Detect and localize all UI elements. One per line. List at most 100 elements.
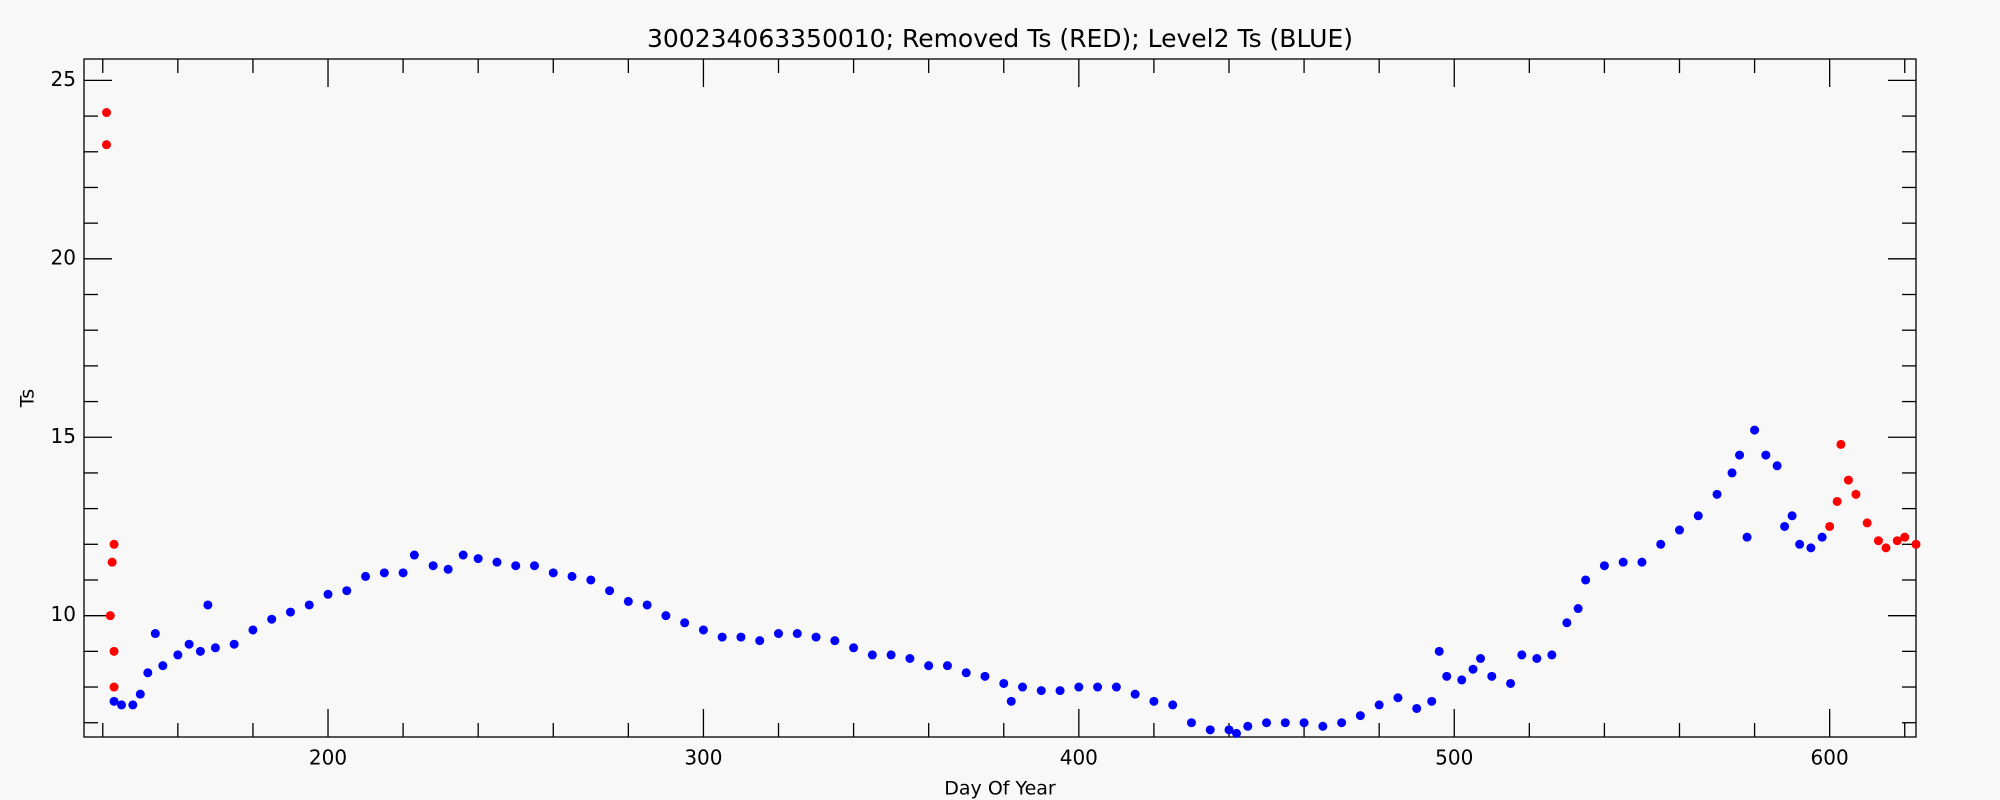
data-point — [661, 611, 671, 621]
data-point — [304, 600, 314, 610]
data-point — [117, 700, 127, 710]
data-point — [1573, 604, 1583, 614]
data-point — [1517, 650, 1527, 660]
data-point — [195, 646, 205, 656]
data-point — [1299, 718, 1309, 728]
data-point — [361, 571, 371, 581]
data-point — [1262, 718, 1272, 728]
data-point — [1806, 543, 1816, 553]
data-point — [1186, 718, 1196, 728]
data-point — [210, 643, 220, 653]
data-point — [886, 650, 896, 660]
data-point — [409, 550, 419, 560]
data-point — [135, 689, 145, 699]
data-point — [1074, 682, 1084, 692]
data-point — [1018, 682, 1028, 692]
data-point — [1825, 521, 1835, 531]
data-point — [1374, 700, 1384, 710]
data-point — [1442, 671, 1452, 681]
data-point — [849, 643, 859, 653]
data-point — [229, 639, 239, 649]
data-point — [1742, 532, 1752, 542]
data-point — [1892, 536, 1902, 546]
data-point — [443, 564, 453, 574]
data-point — [1656, 539, 1666, 549]
data-point — [1243, 721, 1253, 731]
data-point — [1727, 468, 1737, 478]
data-point — [1637, 557, 1647, 567]
data-point — [1674, 525, 1684, 535]
data-point — [1843, 475, 1853, 485]
data-point — [1006, 696, 1016, 706]
data-point — [1836, 439, 1846, 449]
data-point — [1599, 561, 1609, 571]
data-point — [492, 557, 502, 567]
data-point — [1817, 532, 1827, 542]
data-point — [1434, 646, 1444, 656]
data-point — [1862, 518, 1872, 528]
data-point — [905, 653, 915, 663]
y-tick-label: 15 — [51, 424, 76, 448]
data-point — [458, 550, 468, 560]
data-point — [961, 668, 971, 678]
data-point — [999, 678, 1009, 688]
data-point — [1750, 425, 1760, 435]
data-point — [1036, 686, 1046, 696]
data-point — [736, 632, 746, 642]
data-point — [623, 596, 633, 606]
data-point — [605, 586, 615, 596]
y-tick-label: 25 — [51, 67, 76, 91]
data-point — [1476, 653, 1486, 663]
plot-frame — [83, 58, 1917, 738]
data-point — [642, 600, 652, 610]
data-point — [323, 589, 333, 599]
data-point — [109, 539, 119, 549]
data-point — [680, 618, 690, 628]
data-point — [102, 108, 112, 118]
data-point — [529, 561, 539, 571]
x-tick-label: 200 — [309, 746, 347, 770]
data-point — [830, 636, 840, 646]
data-point — [1093, 682, 1103, 692]
data-point — [173, 650, 183, 660]
data-point — [1761, 450, 1771, 460]
data-point — [1111, 682, 1121, 692]
x-tick-label: 400 — [1060, 746, 1098, 770]
x-tick-label: 300 — [684, 746, 722, 770]
data-point — [755, 636, 765, 646]
data-point — [698, 625, 708, 635]
data-point — [248, 625, 258, 635]
data-point — [102, 140, 112, 150]
data-point — [267, 614, 277, 624]
data-point — [1780, 521, 1790, 531]
data-point — [342, 586, 352, 596]
data-point — [1412, 703, 1422, 713]
data-point — [1337, 718, 1347, 728]
data-point — [1487, 671, 1497, 681]
data-point — [473, 554, 483, 564]
data-point — [158, 661, 168, 671]
data-point — [1712, 489, 1722, 499]
data-point — [586, 575, 596, 585]
x-axis-label: Day Of Year — [944, 778, 1056, 800]
data-point — [184, 639, 194, 649]
data-point — [1735, 450, 1745, 460]
data-point — [1280, 718, 1290, 728]
data-point — [109, 696, 119, 706]
data-point — [1881, 543, 1891, 553]
data-point — [143, 668, 153, 678]
data-point — [203, 600, 213, 610]
data-point — [1427, 696, 1437, 706]
data-point — [942, 661, 952, 671]
data-point — [398, 568, 408, 578]
data-point — [109, 682, 119, 692]
data-point — [1832, 496, 1842, 506]
data-point — [1581, 575, 1591, 585]
x-tick-label: 600 — [1811, 746, 1849, 770]
data-point — [1393, 693, 1403, 703]
data-point — [1787, 511, 1797, 521]
data-point — [1168, 700, 1178, 710]
data-point — [1851, 489, 1861, 499]
data-point — [128, 700, 138, 710]
data-point — [428, 561, 438, 571]
